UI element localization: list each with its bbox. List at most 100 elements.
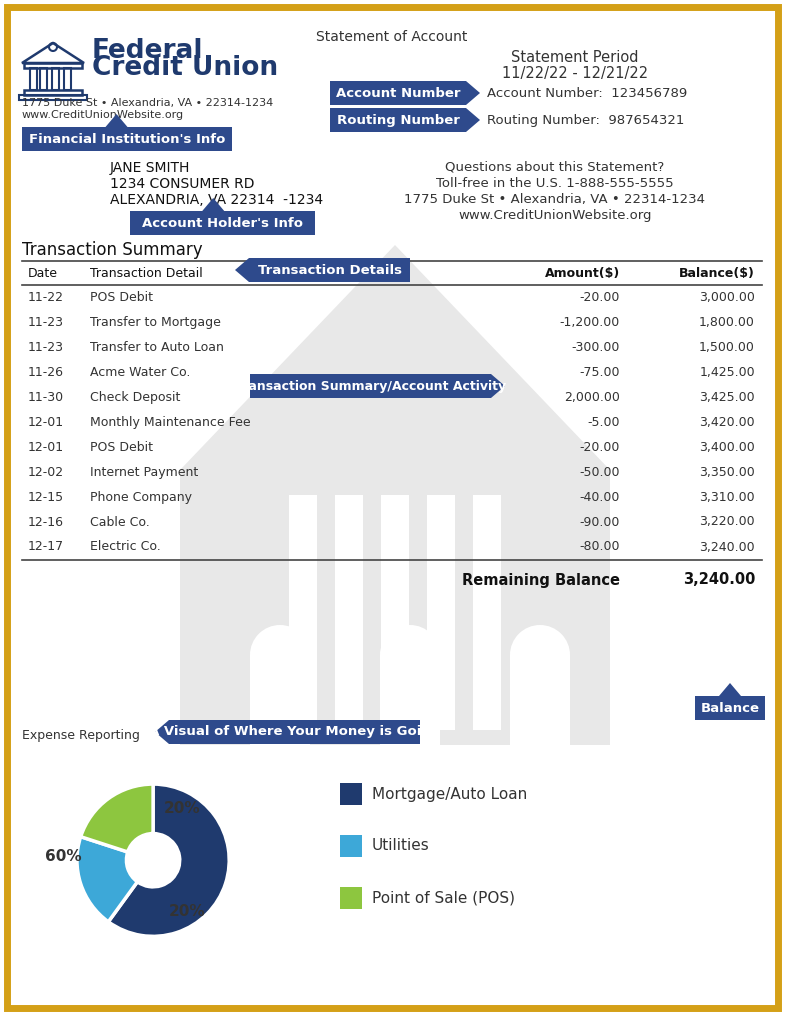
Bar xyxy=(381,495,409,730)
Text: Balance($): Balance($) xyxy=(679,267,755,279)
Bar xyxy=(335,495,363,730)
Text: 12-15: 12-15 xyxy=(28,490,64,503)
Text: 12-02: 12-02 xyxy=(28,466,64,478)
Text: JANE SMITH: JANE SMITH xyxy=(110,161,191,175)
Circle shape xyxy=(380,625,440,685)
Polygon shape xyxy=(155,720,420,744)
Text: 3,220.00: 3,220.00 xyxy=(699,516,755,529)
Text: Point of Sale (POS): Point of Sale (POS) xyxy=(372,890,515,905)
Text: Phone Company: Phone Company xyxy=(90,490,192,503)
Text: 12-17: 12-17 xyxy=(28,541,64,553)
Text: 3,425.00: 3,425.00 xyxy=(699,391,755,404)
Text: Mortgage/Auto Loan: Mortgage/Auto Loan xyxy=(372,787,528,802)
Text: Remaining Balance: Remaining Balance xyxy=(462,572,620,588)
Text: www.CreditUnionWebsite.org: www.CreditUnionWebsite.org xyxy=(458,208,652,221)
Text: 1234 CONSUMER RD: 1234 CONSUMER RD xyxy=(110,177,254,191)
Text: 12-16: 12-16 xyxy=(28,516,64,529)
Bar xyxy=(24,63,82,68)
Text: 3,240.00: 3,240.00 xyxy=(683,572,755,588)
Text: Transaction Summary: Transaction Summary xyxy=(22,241,203,259)
Text: -20.00: -20.00 xyxy=(579,441,620,454)
Text: 11/22/22 - 12/21/22: 11/22/22 - 12/21/22 xyxy=(502,66,648,80)
Wedge shape xyxy=(81,784,153,852)
Text: Utilities: Utilities xyxy=(372,838,429,854)
Text: Statement Period: Statement Period xyxy=(511,50,639,65)
Bar xyxy=(340,783,362,805)
Bar xyxy=(19,95,87,100)
Text: Expense Reporting: Expense Reporting xyxy=(22,729,140,742)
Bar xyxy=(30,68,37,90)
Text: POS Debit: POS Debit xyxy=(90,290,153,303)
Text: Amount($): Amount($) xyxy=(545,267,620,279)
Text: 11-26: 11-26 xyxy=(28,365,64,379)
Text: 3,240.00: 3,240.00 xyxy=(699,541,755,553)
Text: 3,400.00: 3,400.00 xyxy=(699,441,755,454)
Text: 1775 Duke St • Alexandria, VA • 22314-1234: 1775 Duke St • Alexandria, VA • 22314-12… xyxy=(404,193,706,205)
Polygon shape xyxy=(250,374,505,398)
Text: Account Number:  123456789: Account Number: 123456789 xyxy=(487,86,687,99)
Text: 3,420.00: 3,420.00 xyxy=(699,415,755,428)
Text: 11-23: 11-23 xyxy=(28,316,64,329)
Text: 1,800.00: 1,800.00 xyxy=(699,316,755,329)
Text: ALEXANDRIA, VA 22314  -1234: ALEXANDRIA, VA 22314 -1234 xyxy=(110,193,323,207)
Text: 12-01: 12-01 xyxy=(28,441,64,454)
Text: 3,000.00: 3,000.00 xyxy=(699,290,755,303)
Text: 11-22: 11-22 xyxy=(28,290,64,303)
Text: Transfer to Auto Loan: Transfer to Auto Loan xyxy=(90,340,224,353)
Polygon shape xyxy=(203,198,225,211)
Polygon shape xyxy=(105,114,127,127)
Circle shape xyxy=(377,262,413,298)
Bar xyxy=(340,887,362,909)
Text: Check Deposit: Check Deposit xyxy=(90,391,181,404)
Text: Routing Number:  987654321: Routing Number: 987654321 xyxy=(487,114,685,127)
Text: Electric Co.: Electric Co. xyxy=(90,541,161,553)
Text: Routing Number: Routing Number xyxy=(337,114,459,127)
Bar xyxy=(250,655,310,745)
Bar xyxy=(22,127,232,151)
Text: Cable Co.: Cable Co. xyxy=(90,516,150,529)
Text: Transaction Detail: Transaction Detail xyxy=(90,267,203,279)
Text: -80.00: -80.00 xyxy=(579,541,620,553)
Bar xyxy=(473,495,501,730)
Text: 60%: 60% xyxy=(45,849,82,864)
Circle shape xyxy=(510,625,570,685)
Text: Acme Water Co.: Acme Water Co. xyxy=(90,365,191,379)
Text: A Visual of Where Your Money is Going: A Visual of Where Your Money is Going xyxy=(149,726,440,739)
Text: 20%: 20% xyxy=(169,904,206,920)
Text: -90.00: -90.00 xyxy=(579,516,620,529)
Text: -1,200.00: -1,200.00 xyxy=(560,316,620,329)
Bar xyxy=(380,655,440,745)
Bar xyxy=(180,470,610,745)
Polygon shape xyxy=(330,81,480,105)
Text: Questions about this Statement?: Questions about this Statement? xyxy=(445,160,665,174)
Text: Monthly Maintenance Fee: Monthly Maintenance Fee xyxy=(90,415,250,428)
Text: Toll-free in the U.S. 1-888-555-5555: Toll-free in the U.S. 1-888-555-5555 xyxy=(436,177,674,190)
Bar xyxy=(695,696,765,720)
Bar xyxy=(40,68,47,90)
Text: 11-30: 11-30 xyxy=(28,391,64,404)
Text: Date: Date xyxy=(28,267,58,279)
Text: Balance: Balance xyxy=(700,701,760,715)
Polygon shape xyxy=(330,108,480,132)
Text: Statement of Account: Statement of Account xyxy=(316,30,468,44)
Text: POS Debit: POS Debit xyxy=(90,441,153,454)
Polygon shape xyxy=(180,245,610,470)
Text: 2,000.00: 2,000.00 xyxy=(564,391,620,404)
Text: 1,425.00: 1,425.00 xyxy=(699,365,755,379)
Wedge shape xyxy=(77,836,137,922)
Text: -20.00: -20.00 xyxy=(579,290,620,303)
Text: Transfer to Mortgage: Transfer to Mortgage xyxy=(90,316,221,329)
Bar xyxy=(340,835,362,857)
Text: www.CreditUnionWebsite.org: www.CreditUnionWebsite.org xyxy=(22,110,184,120)
Bar xyxy=(52,68,59,90)
Text: 12-01: 12-01 xyxy=(28,415,64,428)
Text: Transaction Summary/Account Activity: Transaction Summary/Account Activity xyxy=(235,380,506,393)
Circle shape xyxy=(250,625,310,685)
Bar xyxy=(510,655,570,745)
Text: -50.00: -50.00 xyxy=(579,466,620,478)
Text: -300.00: -300.00 xyxy=(571,340,620,353)
Text: Credit Union: Credit Union xyxy=(92,55,278,81)
Text: 20%: 20% xyxy=(164,801,200,816)
Text: 3,310.00: 3,310.00 xyxy=(699,490,755,503)
Text: Account Number: Account Number xyxy=(336,86,460,99)
